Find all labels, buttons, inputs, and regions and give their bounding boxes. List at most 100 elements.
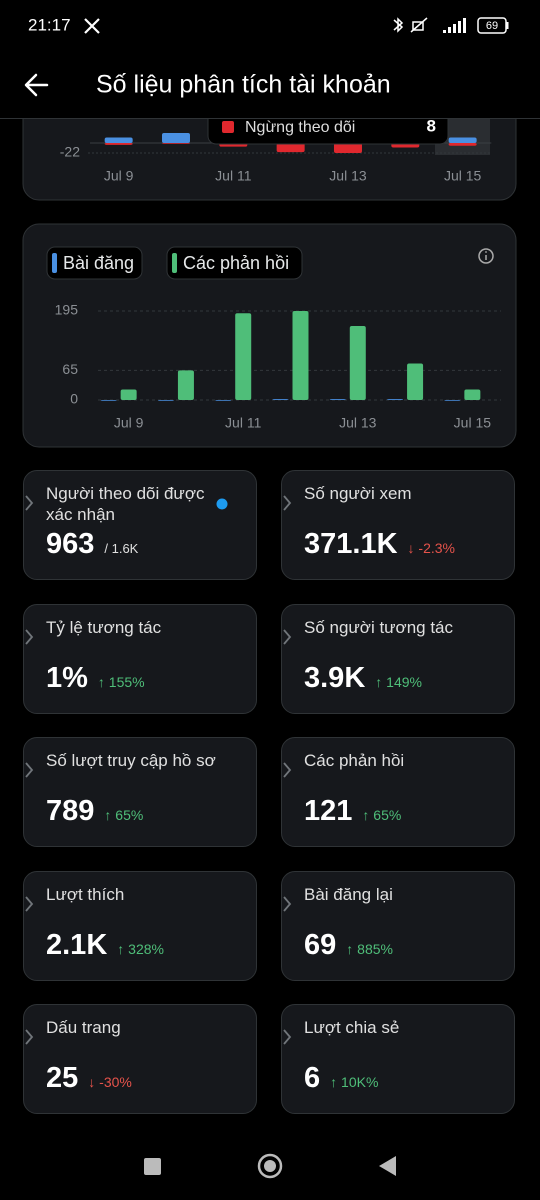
stat-card[interactable]: Bài đăng lại 69 ↑ 885% xyxy=(281,870,515,981)
stat-row: 963 / 1.6K xyxy=(46,528,138,561)
mute-icon xyxy=(410,17,428,33)
stat-value: 121 xyxy=(304,795,353,827)
chevron-path xyxy=(25,895,34,912)
bar xyxy=(292,310,309,400)
chevron-path xyxy=(283,762,292,778)
stat-label: Bài đăng lại xyxy=(304,884,393,904)
stat-value: 371.1K xyxy=(304,528,398,560)
stat-change: ↓ -2.3% xyxy=(407,540,455,556)
info-icon[interactable] xyxy=(478,248,494,264)
chevron-path xyxy=(25,628,34,645)
x-tick-label: Jul 11 xyxy=(225,415,262,431)
y-tick-label: 65 xyxy=(62,361,78,377)
stat-value: 69 xyxy=(304,928,337,961)
back-button[interactable] xyxy=(24,73,49,97)
stat-label: Số người xem xyxy=(304,484,412,503)
bar xyxy=(215,400,232,401)
stat-row: 69 ↑ 885% xyxy=(304,929,393,962)
stat-change: ↓ -30% xyxy=(88,1074,132,1090)
stat-change: ↑ 10K% xyxy=(330,1074,379,1090)
card xyxy=(22,223,517,448)
signal-icon xyxy=(443,18,466,33)
bar xyxy=(349,326,366,400)
chevron-path xyxy=(283,1029,292,1045)
time: 21:17 xyxy=(28,15,71,34)
stat-row: 6 ↑ 10K% xyxy=(304,1062,378,1095)
chevron xyxy=(25,495,34,511)
stat-card[interactable]: Lượt thích 2.1K ↑ 328% xyxy=(23,870,257,981)
battery-tip xyxy=(506,22,509,29)
x-tick-label: Jul 11 xyxy=(215,168,252,184)
stat-value: 1% xyxy=(46,661,88,694)
stat-row: 1% ↑ 155% xyxy=(46,662,145,695)
stat-label: Lượt chia sẻ xyxy=(304,1018,400,1037)
info-icon xyxy=(485,251,487,253)
chevron-path xyxy=(283,495,292,511)
chevron xyxy=(283,495,292,511)
chevron-path xyxy=(283,628,292,645)
bar xyxy=(157,400,174,401)
stat-row: 25 ↓ -30% xyxy=(46,1062,132,1095)
battery-level: 69 xyxy=(486,20,498,32)
chevron xyxy=(25,895,34,912)
page-title: Số liệu phân tích tài khoản xyxy=(96,71,391,99)
legend-chip xyxy=(46,246,143,280)
legend-swatch xyxy=(52,253,57,273)
stat-change: ↑ 149% xyxy=(375,673,422,690)
bar xyxy=(177,370,194,400)
chevron-path xyxy=(283,895,292,912)
stat-label: Số người tương tác xyxy=(304,617,454,637)
legend-swatch xyxy=(172,253,177,273)
chevron xyxy=(25,1029,34,1045)
stat-card[interactable]: Số người xem 371.1K ↓ -2.3% xyxy=(281,470,515,580)
x-tick-label: Jul 9 xyxy=(104,168,134,184)
bar xyxy=(235,313,252,400)
header-bar: 21:17 69 Số liệu phân tích tài khoản xyxy=(0,0,540,119)
x-tick-label: Jul 13 xyxy=(339,415,377,431)
stat-label: Dấu trang xyxy=(46,1018,121,1037)
bar xyxy=(104,142,133,145)
stat-value: 25 xyxy=(46,1062,79,1094)
stat-row: 2.1K ↑ 328% xyxy=(46,929,164,962)
x-tick-label: Jul 9 xyxy=(114,415,144,431)
bar xyxy=(333,142,362,153)
y-tick-label: -22 xyxy=(60,144,80,160)
stat-card[interactable]: Dấu trang 25 ↓ -30% xyxy=(23,1004,257,1114)
stat-change: ↑ 65% xyxy=(104,807,144,823)
chevron xyxy=(283,762,292,778)
y-tick-label: 195 xyxy=(55,302,79,318)
bar xyxy=(444,400,461,401)
stat-label: Các phản hồi xyxy=(304,751,405,770)
bar xyxy=(272,399,289,400)
stat-value: 2.1K xyxy=(46,928,108,961)
stat-row: 789 ↑ 65% xyxy=(46,795,143,828)
chevron-path xyxy=(25,762,34,778)
stat-row: 3.9K ↑ 149% xyxy=(304,662,422,695)
stat-card[interactable]: Người theo dõi được xác nhận 963 / 1.6K xyxy=(23,470,257,580)
stat-card[interactable]: Tỷ lệ tương tác 1% ↑ 155% xyxy=(23,603,257,714)
chevron xyxy=(283,628,292,645)
stat-change: ↑ 328% xyxy=(117,940,164,957)
chevron xyxy=(25,762,34,778)
stat-card[interactable]: Lượt chia sẻ 6 ↑ 10K% xyxy=(281,1004,515,1114)
chevron xyxy=(283,895,292,912)
stat-change: ↑ 885% xyxy=(346,940,393,957)
bar xyxy=(464,389,481,400)
bar xyxy=(407,363,424,400)
verified-dot xyxy=(216,498,228,510)
stat-label: Người theo dõi được xác nhận xyxy=(46,484,205,524)
chevron-path xyxy=(25,495,34,511)
legend-label: Các phản hồi xyxy=(183,253,289,273)
tooltip-swatch xyxy=(222,121,234,133)
stat-label: Tỷ lệ tương tác xyxy=(46,617,162,637)
stat-row: 121 ↑ 65% xyxy=(304,795,401,828)
stat-card[interactable]: Số lượt truy cập hồ sơ 789 ↑ 65% xyxy=(23,737,257,847)
stat-label: Số lượt truy cập hồ sơ xyxy=(46,751,216,770)
stat-value: 3.9K xyxy=(304,661,366,694)
stat-card[interactable]: Các phản hồi 121 ↑ 65% xyxy=(281,737,515,847)
stat-value: 789 xyxy=(46,795,95,827)
stat-card[interactable]: Số người tương tác 3.9K ↑ 149% xyxy=(281,603,515,714)
stat-value: 963 xyxy=(46,528,95,560)
bar xyxy=(120,389,137,400)
